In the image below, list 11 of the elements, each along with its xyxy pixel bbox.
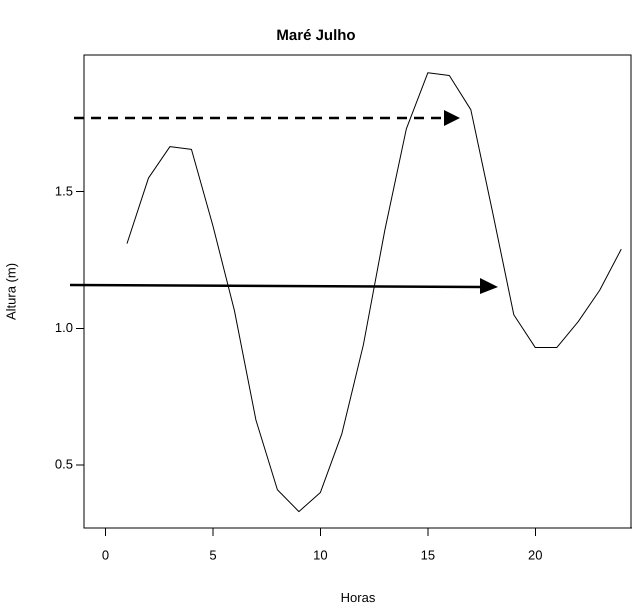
x-tick-label: 10 xyxy=(313,547,328,562)
y-tick-label: 1.5 xyxy=(54,183,73,198)
y-tick-label: 1.0 xyxy=(54,320,73,335)
x-tick-label: 5 xyxy=(209,547,217,562)
x-tick-label: 0 xyxy=(102,547,110,562)
chart-title: Maré Julho xyxy=(276,27,356,44)
y-tick-label: 0.5 xyxy=(54,456,73,472)
y-axis-title: Altura (m) xyxy=(3,262,18,320)
x-tick-label: 15 xyxy=(420,547,436,562)
x-tick-label: 20 xyxy=(528,547,543,562)
x-axis-title: Horas xyxy=(340,590,376,605)
